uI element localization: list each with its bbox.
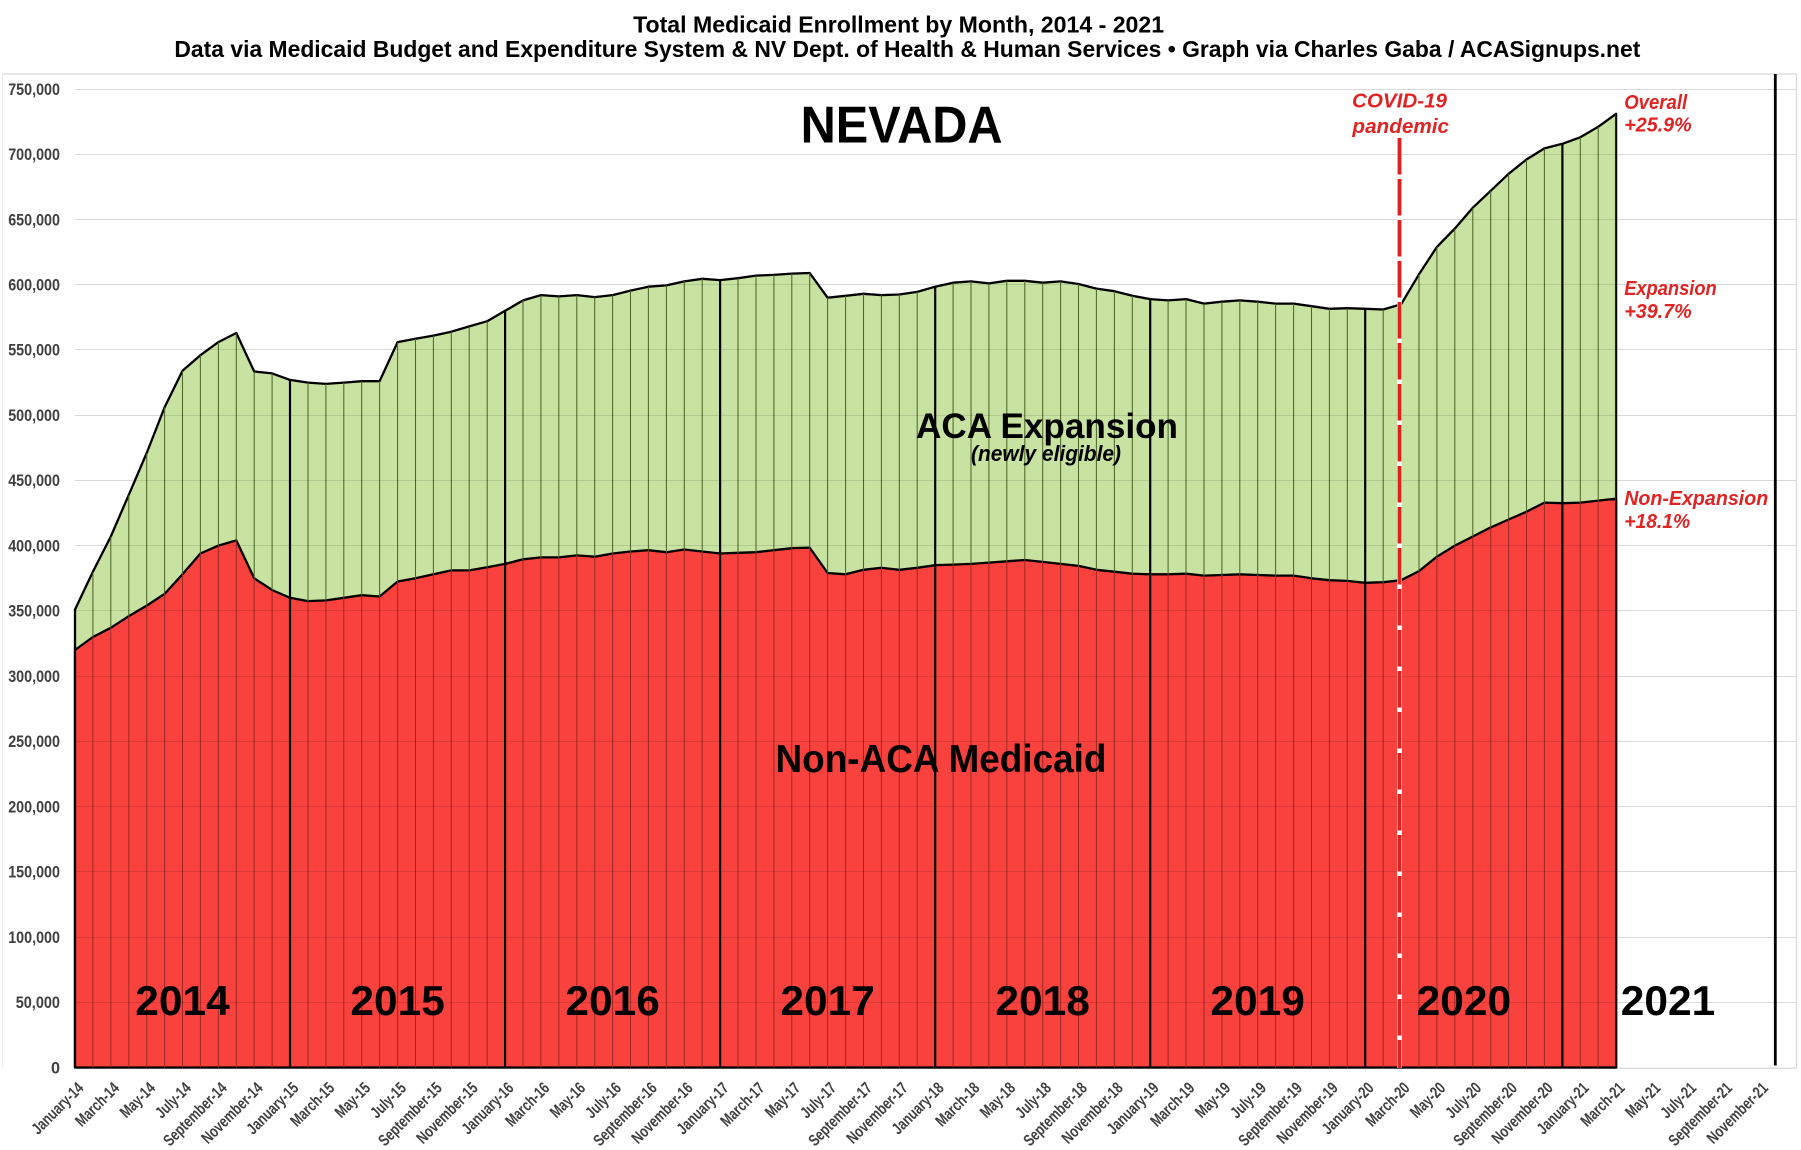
svg-text:2018: 2018 [995,977,1090,1024]
svg-text:2017: 2017 [780,977,875,1024]
svg-text:300,000: 300,000 [8,668,60,686]
svg-text:350,000: 350,000 [8,603,60,621]
svg-text:2015: 2015 [350,977,445,1024]
svg-text:500,000: 500,000 [8,407,60,425]
svg-text:Data via Medicaid Budget and E: Data via Medicaid Budget and Expenditure… [174,36,1640,62]
svg-text:200,000: 200,000 [8,798,60,816]
svg-text:600,000: 600,000 [8,277,60,295]
svg-text:+18.1%: +18.1% [1624,511,1690,533]
svg-text:2020: 2020 [1417,977,1512,1024]
svg-text:Total Medicaid Enrollment by M: Total Medicaid Enrollment by Month, 2014… [633,12,1164,38]
svg-text:2014: 2014 [135,977,230,1024]
svg-text:100,000: 100,000 [8,929,60,947]
svg-text:Non-Expansion: Non-Expansion [1624,488,1768,510]
svg-text:750,000: 750,000 [8,81,60,99]
svg-text:Expansion: Expansion [1624,278,1717,300]
svg-text:Overall: Overall [1624,92,1687,114]
svg-text:NEVADA: NEVADA [801,97,1003,155]
svg-text:ACA Expansion: ACA Expansion [916,407,1178,446]
svg-text:0: 0 [51,1059,60,1077]
svg-text:+25.9%: +25.9% [1624,115,1692,137]
svg-text:+39.7%: +39.7% [1624,301,1692,323]
svg-text:400,000: 400,000 [8,537,60,555]
svg-text:2021: 2021 [1621,977,1716,1024]
svg-text:COVID-19: COVID-19 [1352,90,1448,112]
svg-text:550,000: 550,000 [8,342,60,360]
svg-text:50,000: 50,000 [16,994,60,1012]
svg-text:2016: 2016 [565,977,660,1024]
svg-text:150,000: 150,000 [8,864,60,882]
svg-text:2019: 2019 [1210,977,1305,1024]
svg-text:650,000: 650,000 [8,211,60,229]
svg-text:Non-ACA Medicaid: Non-ACA Medicaid [776,738,1107,781]
svg-text:450,000: 450,000 [8,472,60,490]
svg-text:700,000: 700,000 [8,146,60,164]
svg-text:pandemic: pandemic [1351,116,1449,138]
svg-text:250,000: 250,000 [8,733,60,751]
svg-text:(newly eligible): (newly eligible) [971,441,1121,466]
